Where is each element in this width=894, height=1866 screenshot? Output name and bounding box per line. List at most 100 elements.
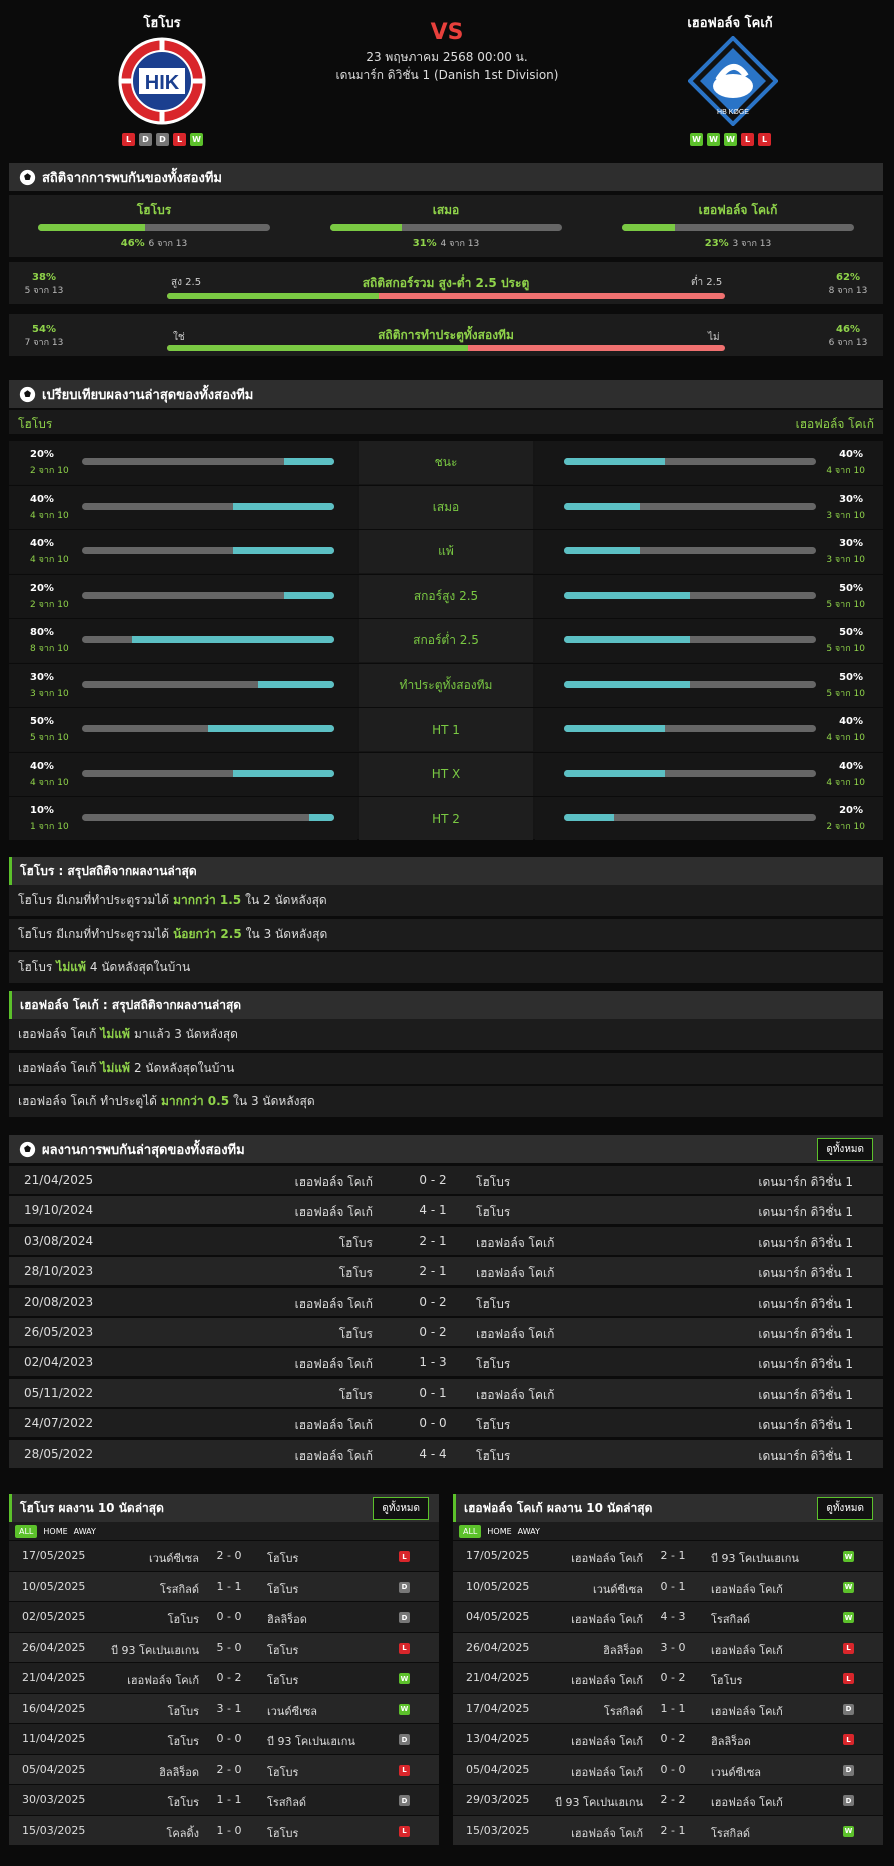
result-away-team[interactable]: ฮิลลิร็อด xyxy=(267,1613,307,1626)
home-team-logo[interactable]: HIK xyxy=(117,36,207,126)
meeting-home-team[interactable]: โฮโบร xyxy=(338,1387,373,1402)
result-away-team[interactable]: โฮโบร xyxy=(711,1674,743,1687)
result-away-team[interactable]: โรสกิลด์ xyxy=(711,1613,751,1626)
tab-away[interactable]: AWAY xyxy=(517,1526,540,1536)
meeting-row[interactable]: 26/05/2023 โฮโบร 0 - 2 เฮอฟอล์จ โคเก้ เดนมาร… xyxy=(9,1318,883,1346)
result-row[interactable]: 26/04/2025 ฮิลลิร็อด 3 - 0 เฮอฟอล์จ โคเก้ L xyxy=(453,1631,883,1662)
result-away-team[interactable]: โฮโบร xyxy=(267,1765,299,1779)
tab-home[interactable]: HOME xyxy=(487,1526,512,1536)
result-home-team[interactable]: โฮโบร xyxy=(167,1796,199,1809)
result-row[interactable]: 05/04/2025 ฮิลลิร็อด 2 - 0 โฮโบร L xyxy=(9,1753,439,1784)
result-home-team[interactable]: โฮโบร xyxy=(167,1613,199,1626)
meeting-home-team[interactable]: เฮอฟอล์จ โคเก้ xyxy=(294,1175,373,1189)
meeting-home-team[interactable]: เฮอฟอล์จ โคเก้ xyxy=(294,1296,373,1311)
result-home-team[interactable]: โฮโบร xyxy=(167,1735,199,1748)
meeting-away-team[interactable]: โฮโบร xyxy=(476,1357,511,1372)
result-away-team[interactable]: บี 93 โคเปนเฮเกน xyxy=(267,1735,355,1748)
result-home-team[interactable]: บี 93 โคเปนเฮเกน xyxy=(555,1796,643,1809)
meeting-row[interactable]: 05/11/2022 โฮโบร 0 - 1 เฮอฟอล์จ โคเก้ เดนมาร… xyxy=(9,1378,883,1407)
meeting-home-team[interactable]: เฮอฟอล์จ โคเก้ xyxy=(294,1448,373,1463)
result-home-team[interactable]: เฮอฟอล์จ โคเก้ xyxy=(571,1674,643,1687)
result-row[interactable]: 21/04/2025 เฮอฟอล์จ โคเก้ 0 - 2 โฮโบร L xyxy=(453,1662,883,1693)
result-home-team[interactable]: เฮอฟอล์จ โคเก้ xyxy=(127,1674,199,1687)
tab-all[interactable]: ALL xyxy=(459,1524,482,1538)
result-home-team[interactable]: เฮอฟอล์จ โคเก้ xyxy=(571,1826,643,1840)
result-row[interactable]: 13/04/2025 เฮอฟอล์จ โคเก้ 0 - 2 ฮิลลิร็อด L xyxy=(453,1723,883,1754)
result-row[interactable]: 21/04/2025 เฮอฟอล์จ โคเก้ 0 - 2 โฮโบร W xyxy=(9,1662,439,1693)
result-row[interactable]: 02/05/2025 โฮโบร 0 - 0 ฮิลลิร็อด D xyxy=(9,1601,439,1632)
meeting-away-team[interactable]: โฮโบร xyxy=(476,1418,511,1433)
result-home-team[interactable]: ฮิลลิร็อด xyxy=(603,1643,643,1657)
meeting-away-team[interactable]: เฮอฟอล์จ โคเก้ xyxy=(476,1235,555,1250)
result-row[interactable]: 17/04/2025 โรสกิลด์ 1 - 1 เฮอฟอล์จ โคเก้ D xyxy=(453,1692,883,1723)
meeting-home-team[interactable]: โฮโบร xyxy=(338,1327,373,1341)
result-row[interactable]: 05/04/2025 เฮอฟอล์จ โคเก้ 0 - 0 เวนด์ซีเซล D xyxy=(453,1753,883,1784)
meeting-away-team[interactable]: โฮโบร xyxy=(476,1448,511,1463)
result-home-team[interactable]: โฮโบร xyxy=(167,1704,199,1718)
meeting-home-team[interactable]: โฮโบร xyxy=(338,1266,373,1281)
result-home-team[interactable]: เวนด์ซีเซล xyxy=(592,1582,643,1596)
meeting-away-team[interactable]: โฮโบร xyxy=(476,1296,511,1311)
meeting-home-team[interactable]: เฮอฟอล์จ โคเก้ xyxy=(294,1418,373,1433)
meeting-home-team[interactable]: โฮโบร xyxy=(338,1235,373,1250)
result-away-team[interactable]: เวนด์ซีเซล xyxy=(267,1704,318,1718)
result-away-team[interactable]: โรสกิลด์ xyxy=(711,1826,751,1840)
meeting-away-team[interactable]: โฮโบร xyxy=(476,1175,511,1189)
tab-home[interactable]: HOME xyxy=(43,1526,68,1536)
result-row[interactable]: 26/04/2025 บี 93 โคเปนเฮเกน 5 - 0 โฮโบร L xyxy=(9,1631,439,1662)
result-row[interactable]: 10/05/2025 เวนด์ซีเซล 0 - 1 เฮอฟอล์จ โคเก้ W xyxy=(453,1570,883,1601)
result-home-team[interactable]: เฮอฟอล์จ โคเก้ xyxy=(571,1552,643,1565)
away-team-logo[interactable]: HB KØGE xyxy=(688,36,778,126)
result-away-team[interactable]: โฮโบร xyxy=(267,1826,299,1840)
result-home-team[interactable]: เวนด์ซีเซล xyxy=(148,1552,199,1565)
meeting-row[interactable]: 03/08/2024 โฮโบร 2 - 1 เฮอฟอล์จ โคเก้ เดนมาร… xyxy=(9,1226,883,1255)
meeting-row[interactable]: 21/04/2025 เฮอฟอล์จ โคเก้ 0 - 2 โฮโบร เดนมาร… xyxy=(9,1166,883,1194)
meeting-row[interactable]: 19/10/2024 เฮอฟอล์จ โคเก้ 4 - 1 โฮโบร เดนมาร… xyxy=(9,1196,883,1225)
meeting-row[interactable]: 20/08/2023 เฮอฟอล์จ โคเก้ 0 - 2 โฮโบร เดนมาร… xyxy=(9,1287,883,1316)
result-row[interactable]: 15/03/2025 โคลดิ้ง 1 - 0 โฮโบร L xyxy=(9,1814,439,1845)
result-away-team[interactable]: เฮอฟอล์จ โคเก้ xyxy=(711,1796,783,1809)
result-row[interactable]: 17/05/2025 เวนด์ซีเซล 2 - 0 โฮโบร L xyxy=(9,1540,439,1571)
result-home-team[interactable]: ฮิลลิร็อด xyxy=(159,1765,199,1779)
tab-all[interactable]: ALL xyxy=(15,1524,38,1538)
result-row[interactable]: 04/05/2025 เฮอฟอล์จ โคเก้ 4 - 3 โรสกิลด์ W xyxy=(453,1601,883,1632)
result-away-team[interactable]: โฮโบร xyxy=(267,1643,299,1657)
tab-away[interactable]: AWAY xyxy=(73,1526,96,1536)
meeting-home-team[interactable]: เฮอฟอล์จ โคเก้ xyxy=(294,1357,373,1372)
result-row[interactable]: 17/05/2025 เฮอฟอล์จ โคเก้ 2 - 1 บี 93 โคเปน… xyxy=(453,1540,883,1571)
result-away-team[interactable]: เฮอฟอล์จ โคเก้ xyxy=(711,1704,783,1718)
result-home-team[interactable]: เฮอฟอล์จ โคเก้ xyxy=(571,1735,643,1748)
result-away-team[interactable]: โรสกิลด์ xyxy=(267,1796,307,1809)
result-away-team[interactable]: ฮิลลิร็อด xyxy=(711,1735,751,1748)
result-row[interactable]: 29/03/2025 บี 93 โคเปนเฮเกน 2 - 2 เฮอฟอล์จ … xyxy=(453,1784,883,1815)
result-home-team[interactable]: เฮอฟอล์จ โคเก้ xyxy=(571,1613,643,1626)
meetings-view-all-button[interactable]: ดูทั้งหมด xyxy=(817,1138,873,1161)
away-team-name[interactable]: เฮอฟอล์จ โคเก้ xyxy=(687,16,773,31)
home-last10-view-all-button[interactable]: ดูทั้งหมด xyxy=(373,1497,429,1520)
away-last10-view-all-button[interactable]: ดูทั้งหมด xyxy=(817,1497,873,1520)
result-row[interactable]: 16/04/2025 โฮโบร 3 - 1 เวนด์ซีเซล W xyxy=(9,1692,439,1723)
meeting-row[interactable]: 28/10/2023 โฮโบร 2 - 1 เฮอฟอล์จ โคเก้ เดนมาร… xyxy=(9,1257,883,1286)
result-row[interactable]: 30/03/2025 โฮโบร 1 - 1 โรสกิลด์ D xyxy=(9,1784,439,1815)
meeting-row[interactable]: 02/04/2023 เฮอฟอล์จ โคเก้ 1 - 3 โฮโบร เดนมาร… xyxy=(9,1348,883,1377)
meeting-away-team[interactable]: เฮอฟอล์จ โคเก้ xyxy=(476,1387,555,1402)
meeting-away-team[interactable]: เฮอฟอล์จ โคเก้ xyxy=(476,1266,555,1281)
result-away-team[interactable]: เฮอฟอล์จ โคเก้ xyxy=(711,1643,783,1657)
result-away-team[interactable]: เฮอฟอล์จ โคเก้ xyxy=(711,1582,783,1596)
result-away-team[interactable]: เวนด์ซีเซล xyxy=(711,1765,762,1779)
result-home-team[interactable]: โคลดิ้ง xyxy=(166,1826,199,1840)
result-row[interactable]: 10/05/2025 โรสกิลด์ 1 - 1 โฮโบร D xyxy=(9,1570,439,1601)
result-home-team[interactable]: เฮอฟอล์จ โคเก้ xyxy=(571,1765,643,1779)
result-row[interactable]: 11/04/2025 โฮโบร 0 - 0 บี 93 โคเปนเฮเกน D xyxy=(9,1723,439,1754)
meeting-row[interactable]: 28/05/2022 เฮอฟอล์จ โคเก้ 4 - 4 โฮโบร เดนมาร… xyxy=(9,1439,883,1468)
result-away-team[interactable]: โฮโบร xyxy=(267,1552,299,1565)
meeting-away-team[interactable]: เฮอฟอล์จ โคเก้ xyxy=(476,1327,555,1341)
result-away-team[interactable]: โฮโบร xyxy=(267,1582,299,1596)
result-home-team[interactable]: บี 93 โคเปนเฮเกน xyxy=(111,1643,199,1657)
result-home-team[interactable]: โรสกิลด์ xyxy=(159,1582,199,1596)
home-team-name[interactable]: โฮโบร xyxy=(143,16,181,31)
result-row[interactable]: 15/03/2025 เฮอฟอล์จ โคเก้ 2 - 1 โรสกิลด์ W xyxy=(453,1814,883,1845)
meeting-away-team[interactable]: โฮโบร xyxy=(476,1205,511,1220)
result-away-team[interactable]: โฮโบร xyxy=(267,1674,299,1687)
result-home-team[interactable]: โรสกิลด์ xyxy=(603,1704,643,1718)
